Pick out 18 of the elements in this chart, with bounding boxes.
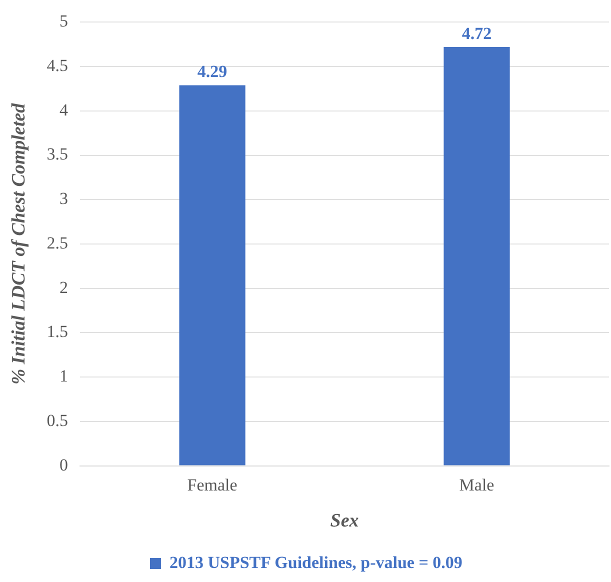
data-label: 4.29 <box>197 62 228 82</box>
y-tick-label: 2.5 <box>46 233 68 252</box>
y-tick-label: 3 <box>60 189 68 208</box>
x-tick-label: Male <box>459 475 494 494</box>
y-axis-title: % Initial LDCT of Chest Completed <box>8 102 30 385</box>
y-tick-label: 3.5 <box>46 144 68 164</box>
x-axis-title: Sex <box>330 510 360 532</box>
y-tick-label: 4.5 <box>46 56 68 76</box>
y-tick-label: 1.5 <box>46 322 68 342</box>
y-tick-label: 0.5 <box>46 410 68 430</box>
x-tick-label: Female <box>187 475 238 494</box>
y-tick-label: 1 <box>60 366 68 386</box>
y-tick-label: 4 <box>60 100 69 120</box>
data-label: 4.72 <box>462 24 492 43</box>
y-tick-label: 5 <box>60 12 68 31</box>
legend-label: 2013 USPSTF Guidelines, p-value = 0.09 <box>169 552 462 572</box>
y-tick-label: 0 <box>60 455 68 474</box>
y-tick-label: 2 <box>60 278 68 297</box>
